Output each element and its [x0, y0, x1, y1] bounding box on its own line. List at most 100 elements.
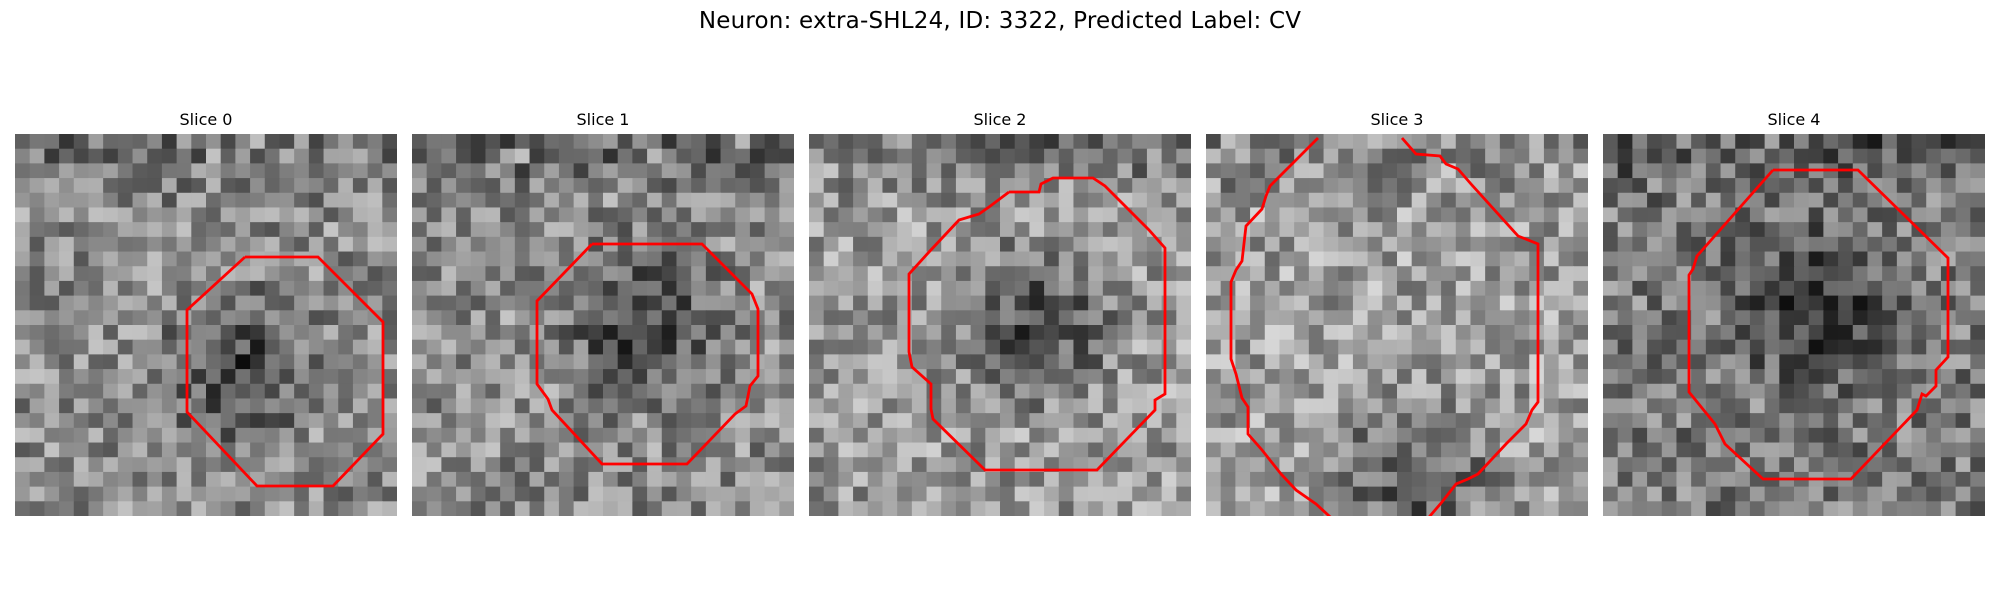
pixel	[588, 266, 604, 282]
pixel	[176, 310, 192, 326]
pixel	[1499, 413, 1516, 429]
pixel	[1926, 442, 1942, 458]
pixel	[617, 501, 633, 516]
pixel	[500, 501, 516, 516]
pixel	[1308, 457, 1325, 473]
pixel	[1441, 192, 1457, 209]
pixel	[161, 280, 178, 297]
pixel	[1911, 192, 1927, 209]
pixel	[1896, 280, 1913, 297]
pixel	[1808, 354, 1824, 370]
pixel	[632, 163, 648, 179]
pixel	[735, 501, 751, 516]
pixel	[1176, 163, 1191, 179]
pixel	[456, 163, 472, 179]
pixel	[1250, 266, 1266, 282]
pixel	[1485, 148, 1501, 164]
pixel	[220, 134, 236, 150]
pixel	[500, 207, 516, 223]
pixel	[147, 369, 163, 385]
pixel	[558, 339, 575, 355]
pixel	[367, 295, 383, 311]
pixel	[882, 486, 898, 502]
pixel	[1441, 427, 1457, 444]
pixel	[1603, 427, 1619, 444]
pixel	[823, 369, 839, 385]
pixel	[764, 148, 780, 164]
pixel	[161, 457, 178, 473]
pixel	[147, 236, 163, 253]
pixel	[1632, 280, 1648, 297]
pixel	[176, 486, 192, 502]
pixel	[1014, 339, 1030, 355]
pixel	[15, 442, 31, 458]
pixel	[1308, 148, 1325, 164]
pixel	[1779, 251, 1795, 267]
pixel	[1029, 148, 1045, 164]
pixel	[1632, 427, 1648, 444]
pixel	[1558, 134, 1574, 150]
pixel	[1661, 163, 1678, 179]
pixel	[588, 427, 604, 444]
pixel	[1088, 163, 1104, 179]
pixel	[426, 457, 442, 473]
pixel	[1852, 413, 1869, 429]
pixel	[15, 251, 31, 267]
pixel	[617, 222, 633, 238]
pixel	[1911, 236, 1927, 253]
pixel	[1441, 207, 1457, 223]
pixel	[1764, 266, 1780, 282]
pixel	[749, 251, 766, 267]
pixel	[338, 295, 354, 311]
pixel	[412, 486, 428, 502]
pixel	[382, 251, 397, 267]
pixel	[1573, 354, 1588, 370]
pixel	[1720, 236, 1736, 253]
pixel	[161, 222, 178, 238]
pixel	[1882, 383, 1898, 400]
pixel	[176, 501, 192, 516]
pixel	[1382, 383, 1398, 400]
pixel	[176, 266, 192, 282]
pixel	[1470, 427, 1486, 444]
pixel	[676, 310, 692, 326]
pixel	[250, 251, 266, 267]
pixel	[823, 310, 839, 326]
pixel	[1352, 383, 1369, 400]
pixel	[544, 178, 560, 194]
pixel	[470, 471, 487, 488]
pixel	[1441, 398, 1457, 414]
pixel	[1603, 207, 1619, 223]
pixel	[764, 325, 780, 341]
pixel	[735, 192, 751, 209]
pixel	[1455, 266, 1472, 282]
pixel	[1955, 383, 1971, 400]
pixel	[1250, 325, 1266, 341]
pixel	[206, 398, 222, 414]
pixel	[29, 471, 45, 488]
pixel	[147, 383, 163, 400]
pixel	[1794, 266, 1810, 282]
pixel	[1206, 192, 1222, 209]
pixel	[250, 339, 266, 355]
pixel	[235, 427, 251, 444]
pixel	[1206, 427, 1222, 444]
pixel	[1206, 280, 1222, 297]
pixel	[779, 339, 794, 355]
pixel	[1102, 295, 1119, 311]
pixel	[1882, 427, 1898, 444]
pixel	[1000, 178, 1016, 194]
pixel	[1044, 442, 1060, 458]
pixel	[1206, 398, 1222, 414]
pixel	[352, 369, 369, 385]
pixel	[1323, 163, 1339, 179]
pixel	[1132, 192, 1148, 209]
pixel	[382, 427, 397, 444]
pixel	[544, 427, 560, 444]
pixel	[1176, 178, 1191, 194]
pixel	[1102, 310, 1119, 326]
pixel	[558, 442, 575, 458]
pixel	[705, 369, 722, 385]
pixel	[1235, 471, 1251, 488]
pixel	[1867, 383, 1883, 400]
